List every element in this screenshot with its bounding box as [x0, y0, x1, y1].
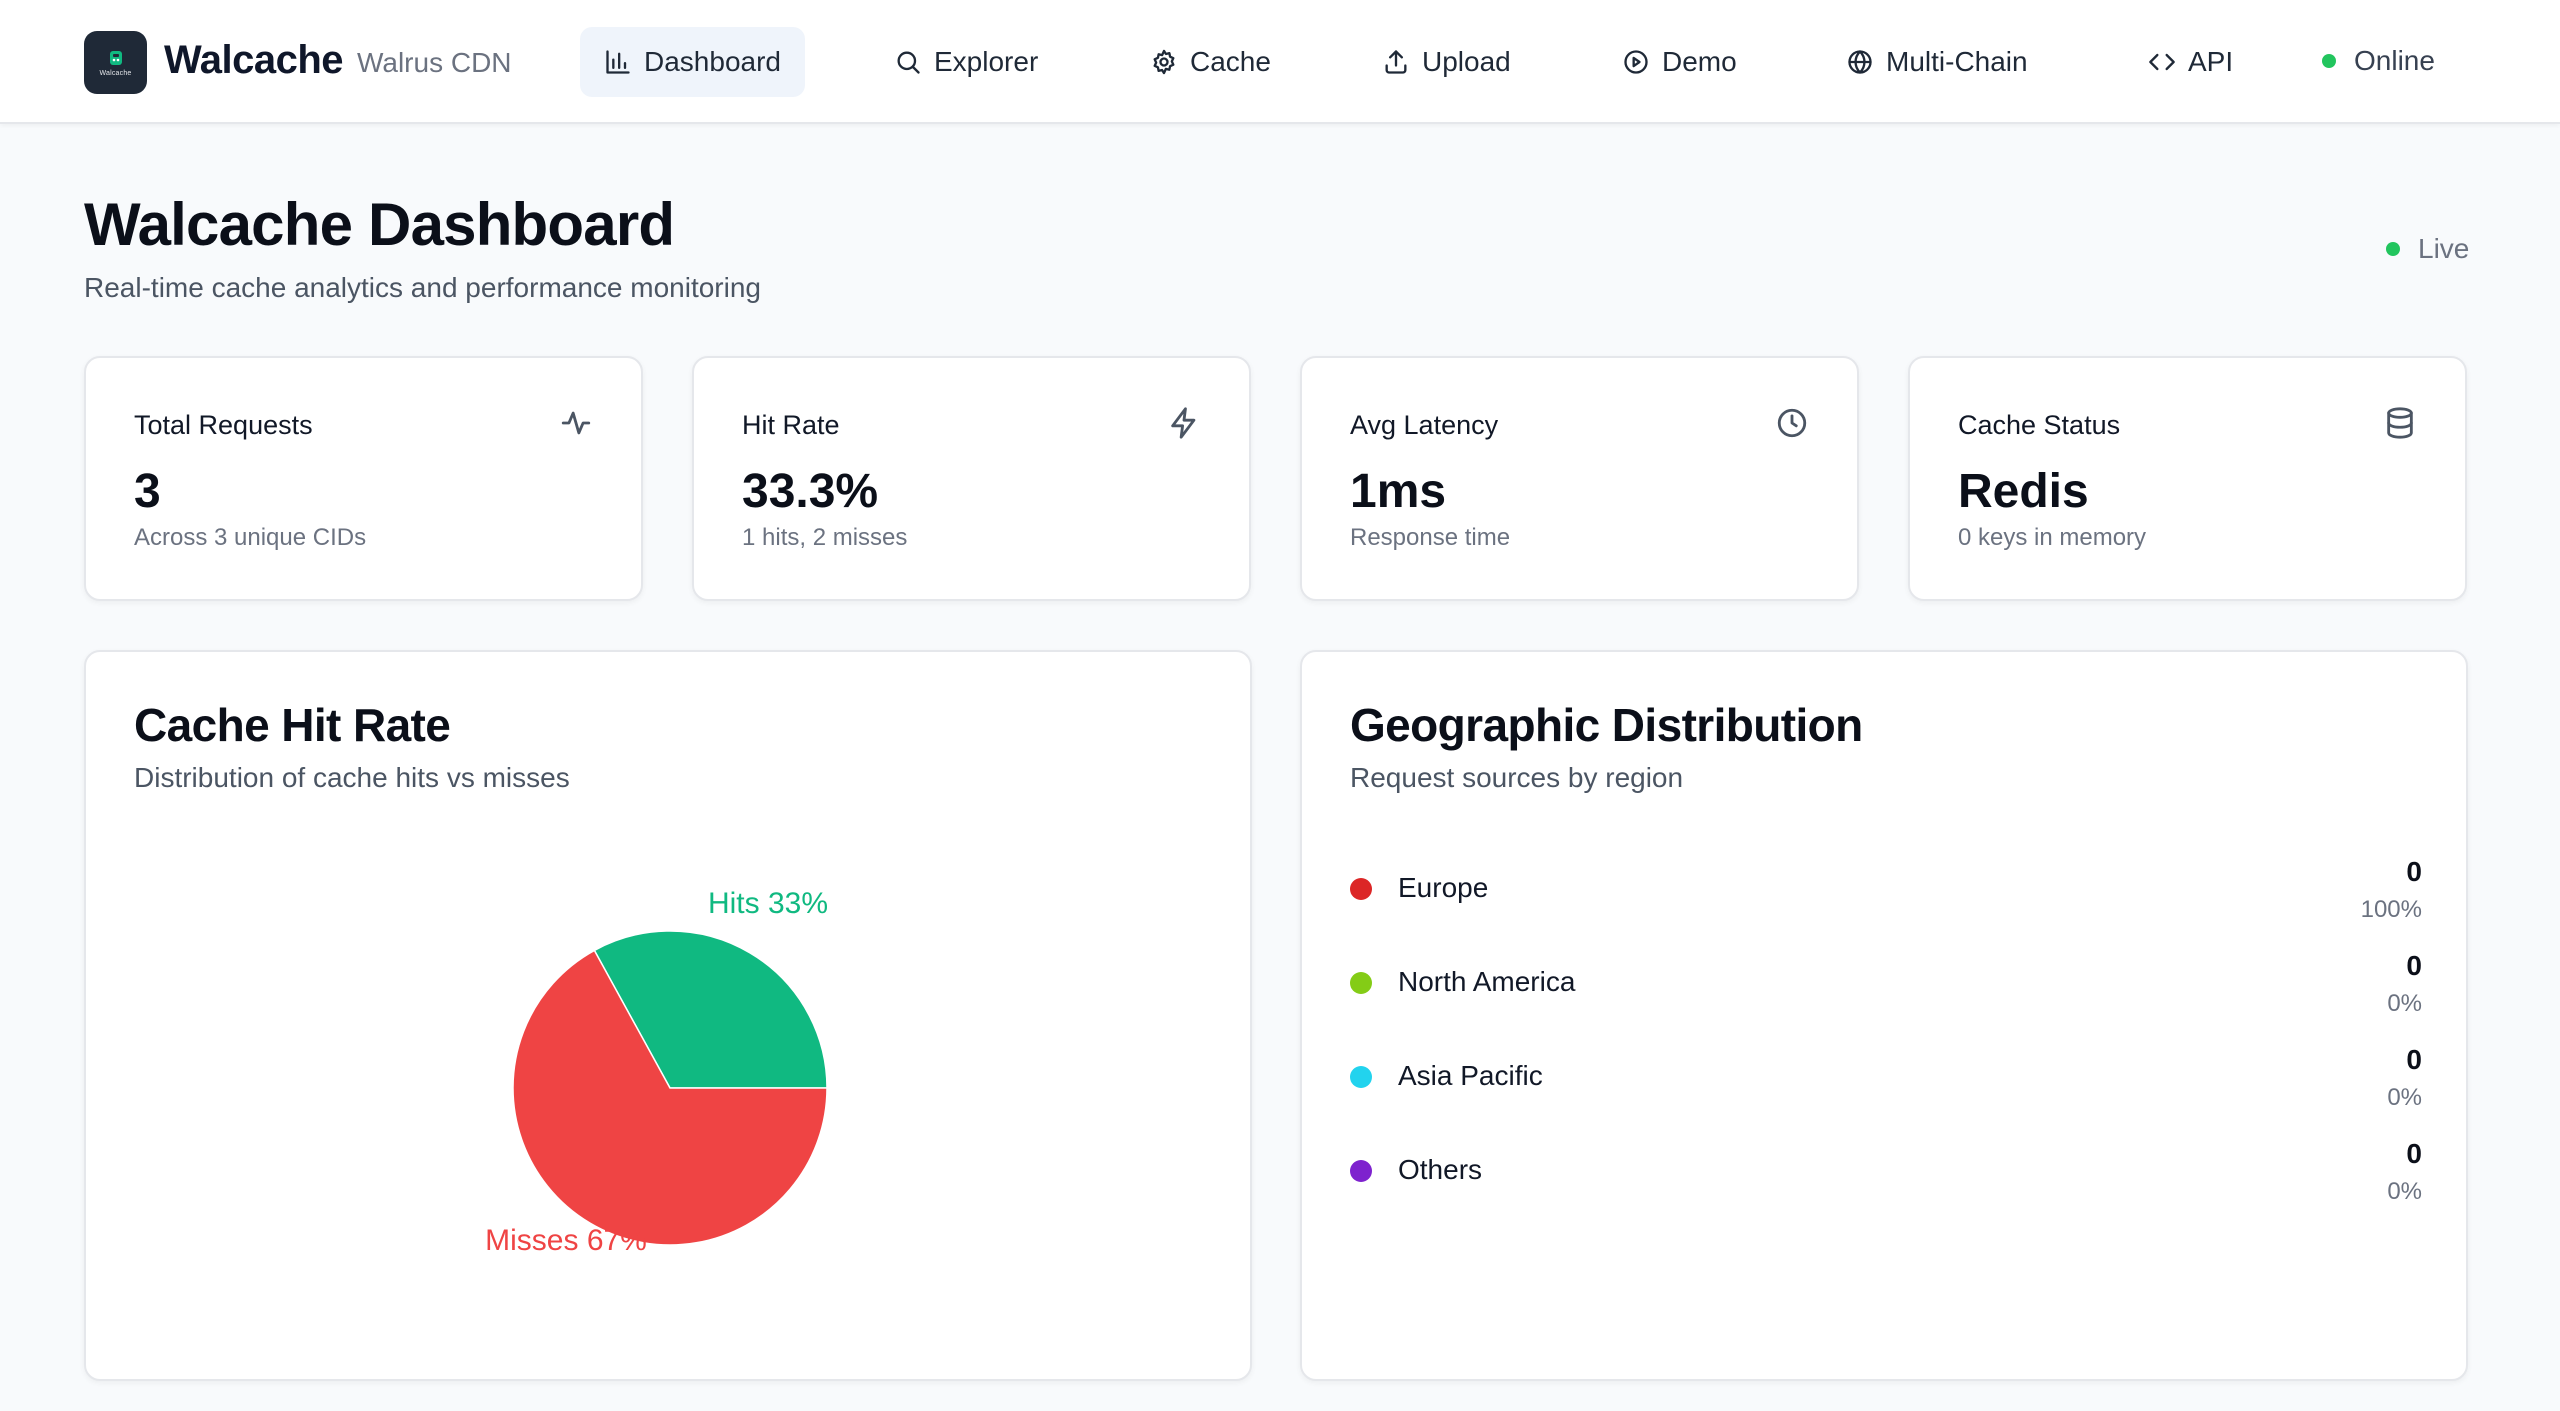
region-row-asia-pacific: Asia Pacific 0 0%	[1350, 1044, 2422, 1112]
live-indicator: Live	[2386, 233, 2469, 265]
nav-cache[interactable]: Cache	[1126, 27, 1295, 97]
region-row-north-america: North America 0 0%	[1350, 950, 2422, 1018]
nav-multi-chain[interactable]: Multi-Chain	[1822, 27, 2052, 97]
cache-hit-rate-panel: Cache Hit Rate Distribution of cache hit…	[84, 650, 1252, 1381]
stat-value: 1ms	[1350, 465, 1447, 518]
region-count: 0	[2406, 1138, 2422, 1169]
stat-label: Cache Status	[1958, 410, 2121, 440]
logo-icon	[109, 51, 122, 65]
activity-icon	[559, 406, 593, 440]
stat-note: 0 keys in memory	[1958, 524, 2147, 551]
nav-api[interactable]: API	[2124, 27, 2257, 97]
region-count: 0	[2406, 950, 2422, 981]
stat-card-cache-status: Cache Status Redis 0 keys in memory	[1908, 356, 2467, 601]
panel-subtitle: Request sources by region	[1350, 762, 1684, 793]
stat-note: Across 3 unique CIDs	[134, 524, 367, 551]
upload-icon	[1385, 50, 1407, 74]
region-row-others: Others 0 0%	[1350, 1138, 2422, 1206]
live-dot	[2386, 242, 2400, 256]
region-row-europe: Europe 0 100%	[1350, 856, 2422, 924]
pie-chart: Hits 33% Misses 67%	[485, 887, 828, 1257]
nav-label: Cache	[1190, 46, 1271, 77]
logo-text: Walcache	[99, 70, 132, 77]
stat-card-hit-rate: Hit Rate 33.3% 1 hits, 2 misses	[692, 356, 1251, 601]
nav-upload[interactable]: Upload	[1358, 27, 1535, 97]
nav-label: Dashboard	[644, 46, 781, 77]
stat-value: 3	[134, 465, 161, 518]
stat-card-avg-latency: Avg Latency 1ms Response time	[1300, 356, 1859, 601]
pie-slice-hits[interactable]	[593, 930, 828, 1089]
bar-chart-icon	[606, 50, 630, 74]
region-percent: 0%	[2387, 1178, 2422, 1205]
database-icon	[2383, 406, 2417, 440]
gear-icon	[1153, 49, 1175, 75]
online-status: Online	[2322, 45, 2435, 77]
region-percent: 0%	[2387, 1084, 2422, 1111]
brand-name[interactable]: Walcache	[164, 38, 344, 82]
pie-label-misses: Misses 67%	[485, 1224, 647, 1257]
region-color-dot	[1350, 1066, 1372, 1088]
pie-slice-misses[interactable]	[512, 949, 828, 1246]
nav-label: Demo	[1662, 46, 1737, 77]
nav-label: Upload	[1422, 46, 1511, 77]
pie-label-hits: Hits 33%	[708, 887, 828, 920]
live-label: Live	[2418, 233, 2470, 264]
nav-explorer[interactable]: Explorer	[870, 27, 1062, 97]
region-percent: 100%	[2360, 896, 2422, 923]
region-count: 0	[2406, 856, 2422, 887]
stat-value: 33.3%	[742, 465, 879, 518]
panel-subtitle: Distribution of cache hits vs misses	[134, 762, 570, 793]
brand-subtitle: Walrus CDN	[357, 47, 512, 78]
code-icon	[2149, 53, 2175, 71]
online-label: Online	[2354, 45, 2435, 76]
stat-note: 1 hits, 2 misses	[742, 524, 908, 551]
panel-title: Geographic Distribution	[1350, 699, 1863, 751]
play-circle-icon	[1624, 50, 1648, 74]
page-title: Walcache Dashboard	[84, 191, 675, 258]
region-name: Others	[1398, 1154, 1483, 1185]
nav-label: Explorer	[934, 46, 1039, 77]
status-dot	[2322, 54, 2336, 68]
app-logo[interactable]: Walcache	[84, 31, 147, 94]
nav-label: API	[2188, 46, 2234, 77]
search-icon	[897, 51, 920, 74]
region-color-dot	[1350, 972, 1372, 994]
top-navbar: Walcache Walcache Walrus CDN Dashboard E…	[0, 0, 2560, 124]
nav-demo[interactable]: Demo	[1598, 27, 1761, 97]
stat-label: Total Requests	[134, 410, 313, 440]
clock-icon	[1775, 406, 1809, 440]
region-count: 0	[2406, 1044, 2422, 1075]
page-subtitle: Real-time cache analytics and performanc…	[84, 272, 761, 303]
region-name: Europe	[1398, 872, 1489, 903]
lightning-icon	[1167, 406, 1201, 440]
stat-label: Avg Latency	[1350, 410, 1499, 440]
nav-dashboard[interactable]: Dashboard	[580, 27, 805, 97]
panel-title: Cache Hit Rate	[134, 699, 451, 751]
region-color-dot	[1350, 1160, 1372, 1182]
stat-label: Hit Rate	[742, 410, 840, 440]
region-color-dot	[1350, 878, 1372, 900]
region-name: Asia Pacific	[1398, 1060, 1543, 1091]
stat-card-total-requests: Total Requests 3 Across 3 unique CIDs	[84, 356, 643, 601]
nav-label: Multi-Chain	[1886, 46, 2028, 77]
region-percent: 0%	[2387, 990, 2422, 1017]
stat-note: Response time	[1350, 524, 1511, 551]
stat-value: Redis	[1958, 465, 2089, 518]
region-name: North America	[1398, 966, 1576, 997]
geographic-distribution-panel: Geographic Distribution Request sources …	[1300, 650, 2468, 1381]
globe-icon	[1848, 50, 1872, 74]
